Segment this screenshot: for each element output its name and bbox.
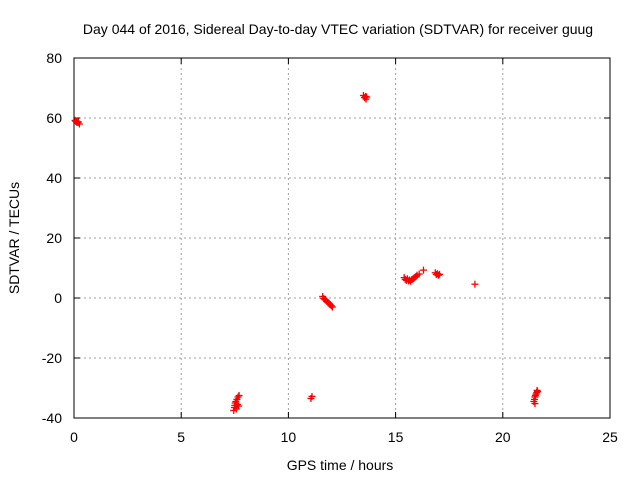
data-point [436, 270, 444, 278]
data-point [234, 393, 242, 401]
data-points [71, 92, 542, 414]
data-point [531, 400, 539, 408]
grid-lines [74, 58, 610, 418]
y-tick-label: 60 [46, 110, 62, 126]
x-tick-label: 25 [602, 429, 618, 445]
data-point [328, 303, 336, 311]
y-tick-label: 0 [54, 290, 62, 306]
y-tick-label: 40 [46, 170, 62, 186]
data-point [363, 93, 371, 101]
data-point [235, 392, 243, 399]
x-tick-label: 20 [495, 429, 511, 445]
x-tick-label: 5 [177, 429, 185, 445]
data-point [308, 392, 316, 400]
data-point [75, 120, 83, 128]
x-tick-labels: 0 5 10 15 20 25 [70, 429, 618, 445]
x-tick-label: 10 [281, 429, 297, 445]
data-point [471, 280, 479, 288]
data-point [327, 302, 335, 310]
axis-ticks [73, 57, 611, 419]
data-point [233, 401, 241, 408]
x-axis-label: GPS time / hours [287, 457, 394, 473]
chart-title: Day 044 of 2016, Sidereal Day-to-day VTE… [83, 21, 593, 37]
y-tick-label: 80 [46, 50, 62, 66]
x-tick-label: 0 [70, 429, 78, 445]
y-axis-label: SDTVAR / TECUs [6, 182, 22, 294]
y-tick-label: -40 [42, 410, 62, 426]
x-tick-label: 15 [388, 429, 404, 445]
data-point [434, 271, 442, 279]
y-tick-label: 20 [46, 230, 62, 246]
data-point [419, 266, 427, 274]
data-point [235, 402, 243, 410]
data-point [415, 270, 423, 278]
y-tick-labels: -40 -20 0 20 40 60 80 [42, 50, 62, 426]
data-point [534, 388, 542, 396]
y-tick-label: -20 [42, 350, 62, 366]
